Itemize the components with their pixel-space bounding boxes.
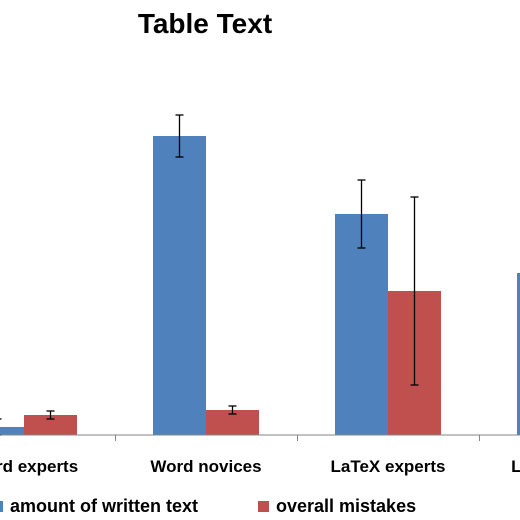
bar — [153, 136, 206, 435]
bar — [517, 273, 520, 435]
legend: amount of written text overall mistakes — [0, 496, 416, 516]
x-tick-label: LaTeX experts — [331, 457, 446, 476]
legend-swatch — [0, 501, 3, 512]
x-tick-label: LaTeX novices — [511, 457, 520, 476]
x-tick-label: Word experts — [0, 457, 78, 476]
x-tick-labels: Word experts Word novices LaTeX experts LaT… — [0, 457, 520, 476]
legend-label: amount of written text — [10, 496, 198, 516]
legend-swatch — [258, 501, 269, 512]
bar — [0, 427, 24, 435]
legend-label: overall mistakes — [276, 496, 416, 516]
x-tick-label: Word novices — [150, 457, 261, 476]
chart-title: Table Text — [138, 8, 272, 39]
bar — [24, 415, 77, 435]
bars-group — [0, 114, 520, 436]
bar — [335, 214, 388, 435]
x-axis — [0, 434, 520, 441]
